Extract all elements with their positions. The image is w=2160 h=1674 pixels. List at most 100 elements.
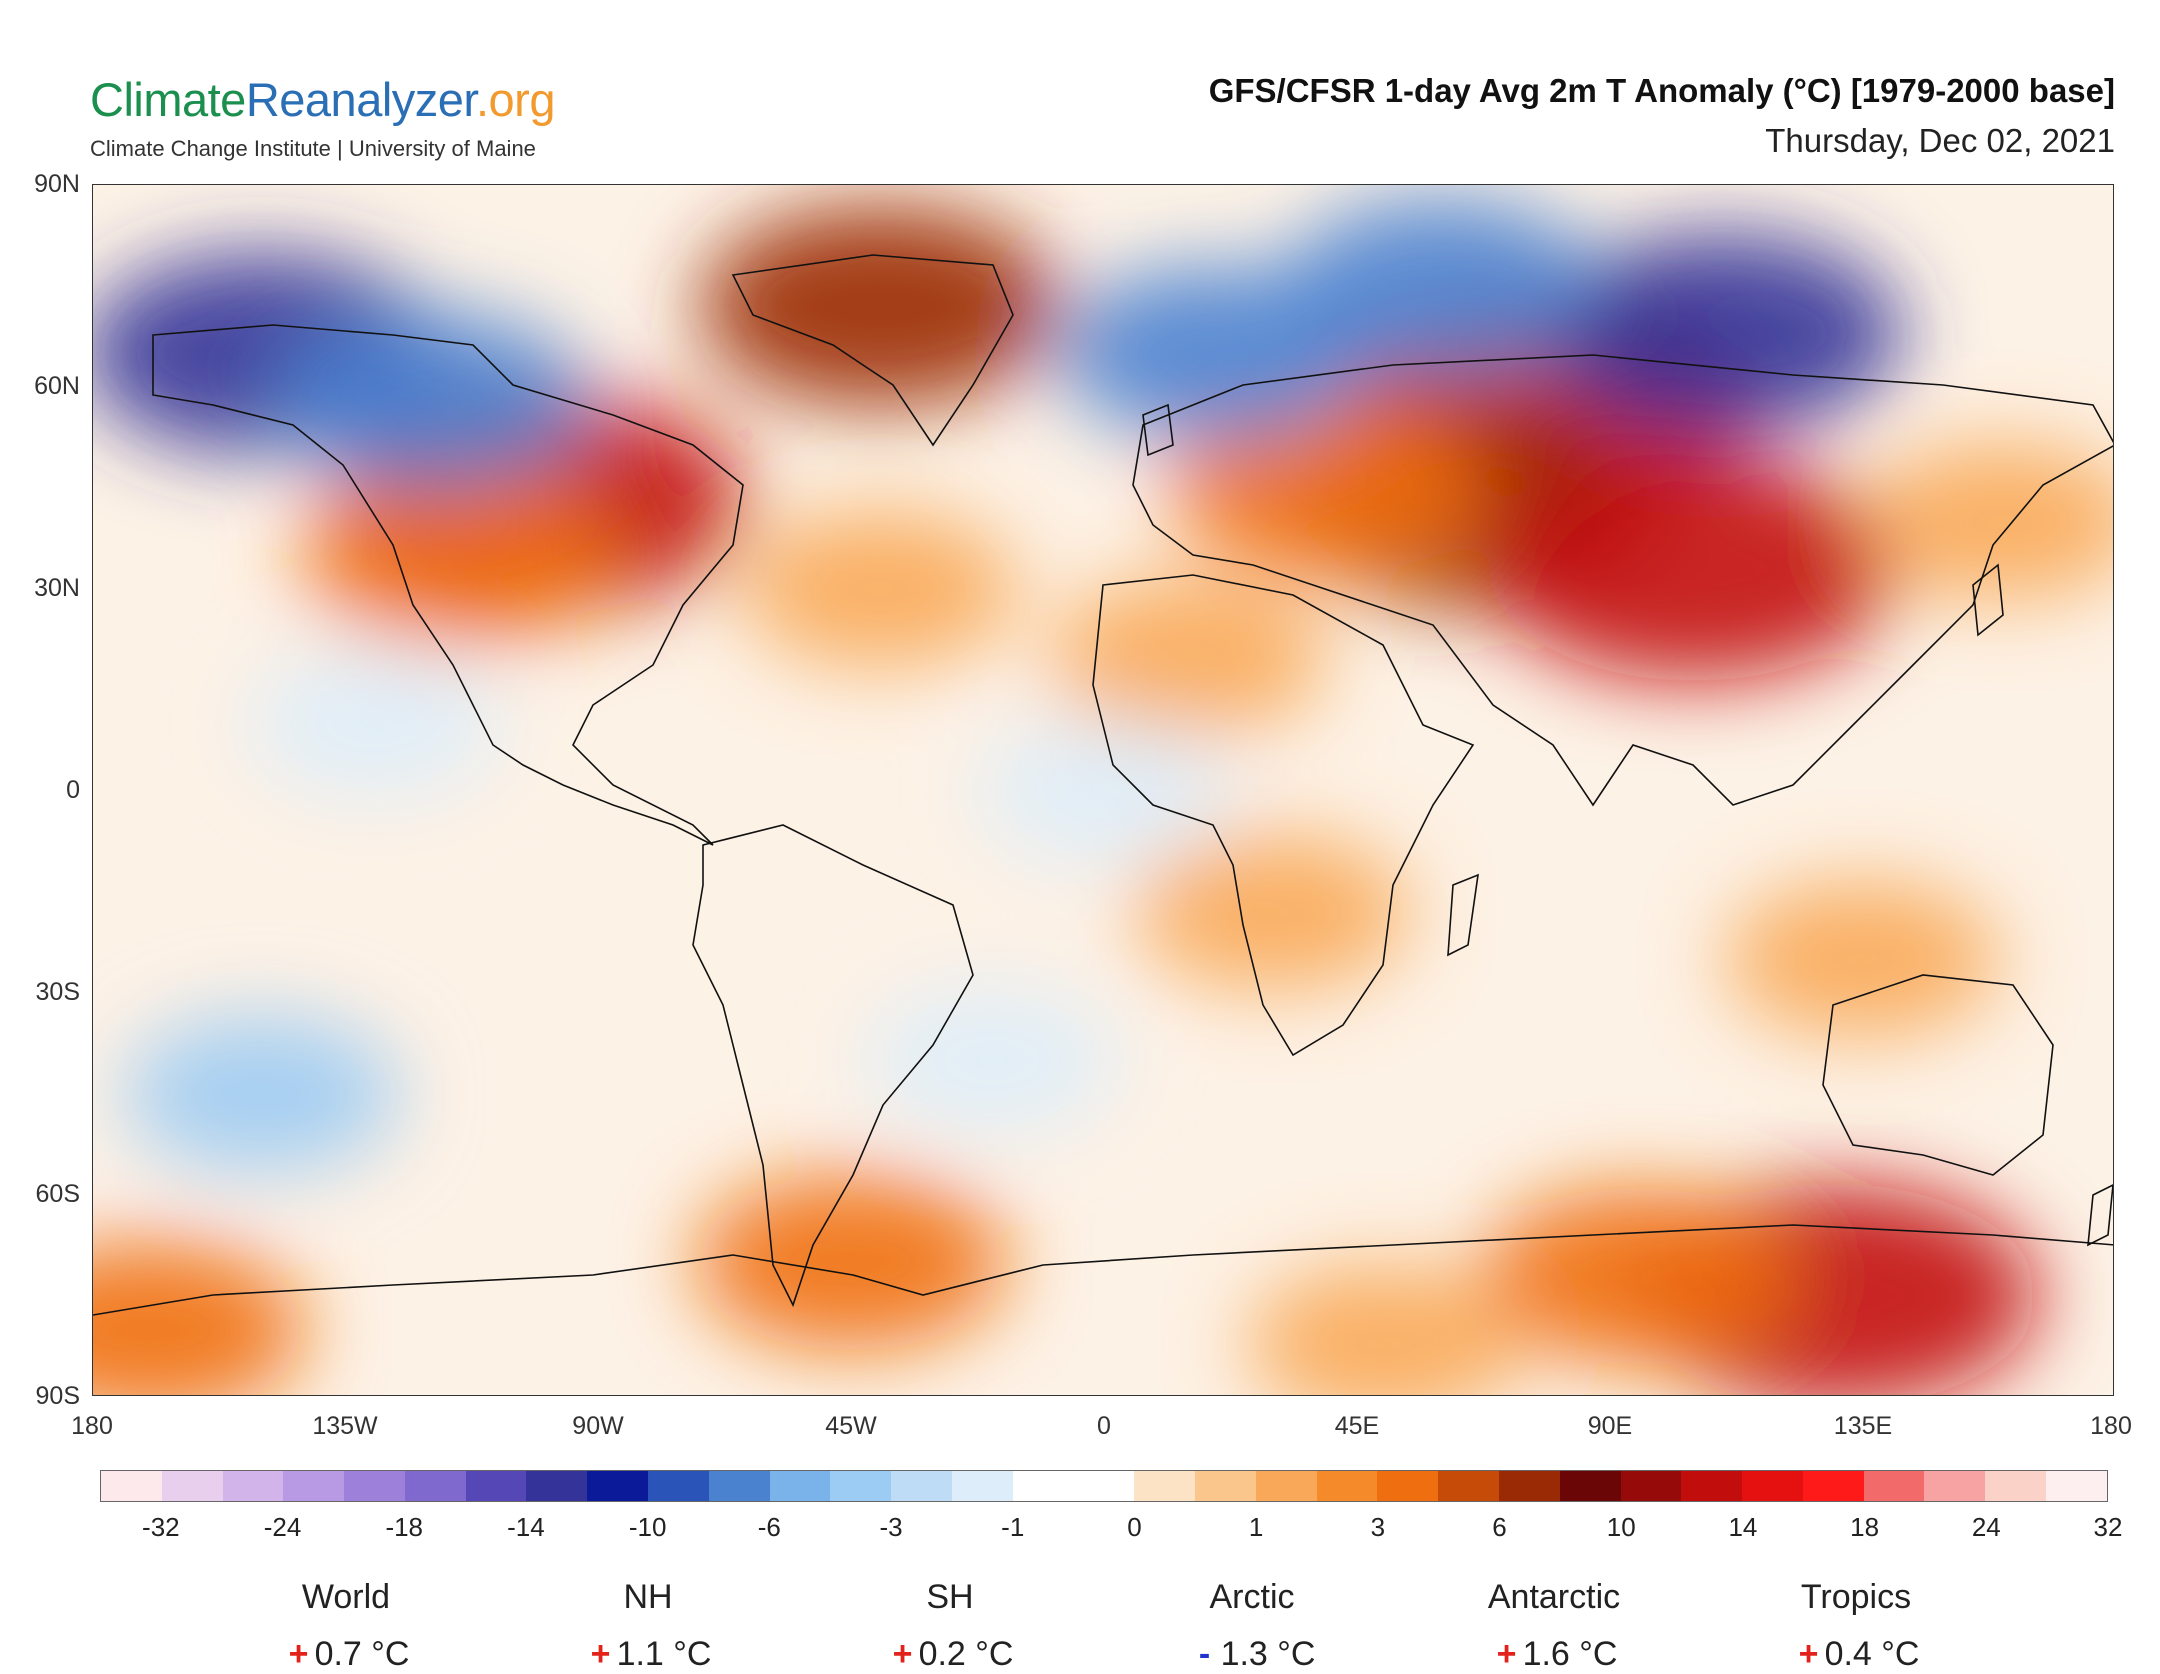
stat-value: +0.7 °C (226, 1635, 466, 1674)
stat-value: -1.3 °C (1132, 1635, 1372, 1674)
colorbar-tick-label: -6 (757, 1512, 781, 1542)
colorbar-tick-label: 6 (1492, 1512, 1507, 1542)
lat-label-90s: 90S (35, 1382, 80, 1410)
brand-logo-part2: Reanalyzer (245, 73, 477, 126)
stat-number: 1.3 °C (1220, 1635, 1316, 1673)
stat-tropics: Tropics +0.4 °C (1736, 1578, 1976, 1674)
stat-antarctic: Antarctic +1.6 °C (1434, 1578, 1674, 1674)
coastline-antarctica (93, 1224, 2113, 1316)
colorbar-cell (1802, 1471, 1864, 1501)
colorbar-cell (1559, 1471, 1621, 1501)
lon-label-90e: 90E (1587, 1412, 1633, 1440)
coastline-australia (1822, 974, 2054, 1176)
lat-label-60n: 60N (34, 372, 80, 400)
anomaly-patch (1724, 880, 2001, 1039)
colorbar-cell (1620, 1471, 1682, 1501)
colorbar-tick-label: -18 (385, 1512, 424, 1542)
coastline-south-america (692, 824, 974, 1308)
lon-label-135w: 135W (312, 1412, 378, 1440)
coastline-madagascar (1447, 873, 1479, 957)
coastline-british-isles (1142, 403, 1174, 457)
colorbar-cell (404, 1471, 466, 1501)
colorbar-cell (1498, 1471, 1560, 1501)
brand-logo-part3: .org (475, 73, 556, 126)
anomaly-patch (247, 650, 500, 797)
colorbar-cell (1924, 1471, 1986, 1501)
brand-logo[interactable]: ClimateReanalyzer.org (90, 72, 555, 128)
stat-name: Tropics (1800, 1578, 1912, 1616)
lon-label-0: 0 (1097, 1412, 1111, 1440)
lat-label-90n: 90N (34, 170, 80, 198)
coastline-japan (1972, 563, 2004, 637)
colorbar-cell (1073, 1471, 1135, 1501)
coastline-north-america (152, 324, 744, 846)
anomaly-patch (93, 1241, 306, 1395)
anomaly-patch (1489, 456, 1898, 681)
anomaly-patch (741, 510, 1018, 668)
lon-label-45w: 45W (825, 1412, 877, 1440)
anomaly-patch (1050, 577, 1327, 736)
stat-sign: + (288, 1635, 309, 1673)
anomaly-patch (123, 1015, 400, 1173)
anomaly-patch (699, 206, 1060, 407)
stat-number: 1.6 °C (1522, 1635, 1618, 1673)
anomaly-patch (1134, 833, 1411, 992)
lon-label-90w: 90W (572, 1412, 624, 1440)
colorbar-cell (1012, 1471, 1074, 1501)
map-title: GFS/CFSR 1-day Avg 2m T Anomaly (°C) [19… (1208, 72, 2115, 109)
colorbar-tick-label: -10 (628, 1512, 667, 1542)
colorbar-tick-label: 10 (1606, 1512, 1636, 1542)
colorbar-tick-label: -24 (263, 1512, 302, 1542)
anomaly-patch (274, 312, 586, 489)
anomaly-map-svg (93, 185, 2113, 1395)
colorbar-cell (1377, 1471, 1439, 1501)
colorbar-cell (344, 1471, 405, 1501)
colorbar-tick-label: -32 (142, 1512, 180, 1542)
colorbar-cell (891, 1471, 952, 1501)
colorbar-cell (465, 1471, 527, 1501)
anomaly-patch (978, 718, 1230, 864)
coastline-eurasia (1132, 354, 2113, 807)
stat-sign: + (1798, 1635, 1819, 1673)
colorbar-cell (769, 1471, 831, 1501)
colorbar-cell (830, 1471, 892, 1501)
colorbar-tick-label: -3 (879, 1512, 903, 1542)
colorbar-cell (708, 1471, 770, 1501)
colorbar-tick-label: -1 (1001, 1512, 1025, 1542)
colorbar-cell (222, 1471, 284, 1501)
colorbar-cell (1195, 1471, 1256, 1501)
colorbar-tick-label: -14 (507, 1512, 545, 1542)
colorbar-cell (1316, 1471, 1378, 1501)
lat-label-30n: 30N (34, 574, 80, 602)
colorbar-cell (101, 1471, 162, 1501)
coastline-africa (1092, 574, 1475, 1057)
colorbar-cell (587, 1471, 649, 1501)
colorbar-cell (1985, 1471, 2046, 1501)
colorbar-cell (1742, 1471, 1803, 1501)
stat-value: +0.2 °C (830, 1635, 1070, 1674)
colorbar-tick-label: 14 (1728, 1512, 1758, 1542)
lon-label-180w: 180 (71, 1412, 113, 1440)
colorbar-tick-label: 32 (2093, 1512, 2123, 1542)
anomaly-patch (1246, 1264, 1523, 1395)
colorbar-tick-label: 18 (1850, 1512, 1880, 1542)
stat-sh: SH +0.2 °C (830, 1578, 1070, 1674)
brand-block: ClimateReanalyzer.org Climate Change Ins… (90, 72, 555, 162)
colorbar-cell (161, 1471, 223, 1501)
anomaly-patch (302, 467, 615, 644)
anomaly-map (92, 184, 2114, 1396)
stat-value: +1.6 °C (1434, 1635, 1674, 1674)
stat-value: +1.1 °C (528, 1635, 768, 1674)
colorbar-tick-label: 1 (1248, 1512, 1264, 1542)
anomaly-patch (1864, 442, 2113, 601)
colorbar-cell (1681, 1471, 1743, 1501)
stat-name: World (301, 1578, 391, 1616)
anomaly-patch (1285, 198, 1597, 374)
title-block: GFS/CFSR 1-day Avg 2m T Anomaly (°C) [19… (1209, 72, 2115, 160)
lon-label-45e: 45E (1334, 1412, 1380, 1440)
colorbar-tick-label: 24 (1971, 1512, 2001, 1542)
lon-label-135e: 135E (1833, 1412, 1893, 1440)
colorbar (100, 1470, 2108, 1502)
map-date: Thursday, Dec 02, 2021 (1765, 122, 2115, 159)
anomaly-patch (1541, 233, 1902, 434)
